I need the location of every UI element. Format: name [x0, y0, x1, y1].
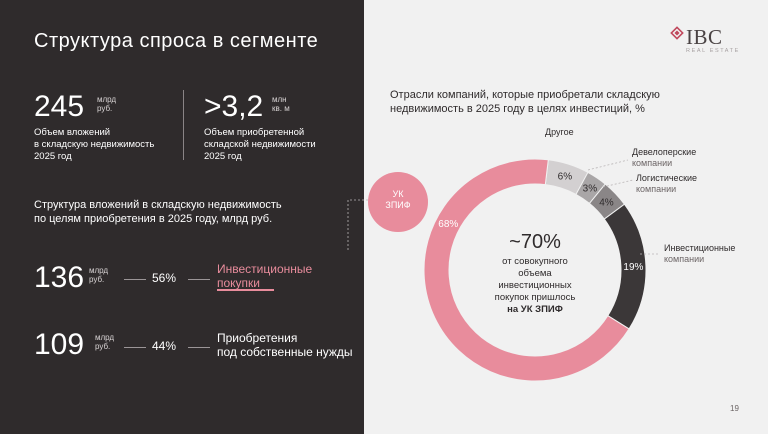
chart-title-line2: недвижимость в 2025 году в целях инвести…: [390, 103, 645, 115]
stat-investment-unit-line2: руб.: [97, 104, 113, 113]
slice-label-2: 4%: [599, 198, 614, 209]
uk-zpif-bubble-line1: УК: [392, 189, 404, 199]
stat-investment-unit-line1: млрд: [97, 95, 117, 104]
row-own-needs-unit: млрд руб.: [95, 333, 114, 351]
stat-area-caption: Объем приобретенной складской недвижимос…: [204, 127, 316, 163]
row-investment-pct: 56%: [152, 271, 177, 285]
stat-investment-value: 245: [34, 90, 85, 123]
leader-uk-zpif: [347, 199, 428, 250]
slice-label-3: 19%: [623, 262, 643, 273]
label-investment-line1: Инвестиционные: [664, 243, 736, 253]
row-investment-unit-line1: млрд: [89, 266, 109, 275]
row-own-needs-dash-2: [188, 347, 210, 348]
row-investment-dash-1: [124, 279, 146, 280]
row-own-needs-pct: 44%: [152, 339, 177, 353]
slice-labels: 6% 3%4% 19% 68%: [438, 172, 643, 273]
label-investment: Инвестиционные компании: [664, 243, 735, 265]
label-developers: Девелоперские компании: [632, 147, 696, 169]
page-title: Структура спроса в сегменте: [34, 30, 319, 52]
stat-area-value: >3,2: [204, 90, 264, 123]
logo-subtext: REAL ESTATE: [686, 48, 740, 54]
stat-investment-caption-line1: Объем вложений: [34, 127, 111, 138]
leader-lines: [347, 159, 660, 255]
label-other: Другое: [545, 127, 574, 137]
label-developers-line1: Девелоперские: [632, 147, 697, 157]
leader-logistics: [602, 179, 634, 188]
label-logistics-line2: компании: [636, 184, 677, 194]
label-logistics-line1: Логистические: [636, 173, 698, 183]
donut-slice-4: [423, 158, 630, 382]
center-share-caption: от совокупного объема инвестиционных пок…: [470, 256, 600, 304]
label-logistics: Логистические компании: [636, 173, 697, 195]
stat-area-caption-line2: складской недвижимости: [204, 139, 316, 150]
leader-developers: [587, 159, 629, 171]
center-share-bold: на УК ЗПИФ: [507, 304, 563, 315]
row-investment-value: 136: [34, 261, 85, 294]
stat-area-caption-line3: 2025 год: [204, 151, 242, 162]
slice-label-4: 68%: [438, 219, 458, 230]
row-investment-dash-2: [188, 279, 210, 280]
uk-zpif-bubble-line2: ЗПИФ: [385, 200, 411, 210]
structure-subtitle: Структура вложений в складскую недвижимо…: [34, 198, 334, 226]
stat-area-unit: млн кв. м: [272, 95, 290, 113]
logo-diamond-icon: [670, 26, 684, 40]
logo-text: IBC: [686, 25, 723, 49]
row-own-needs-label-line2: под собственные нужды: [217, 345, 353, 359]
center-caption-line2: объема: [518, 268, 552, 279]
row-own-needs-unit-line1: млрд: [95, 333, 115, 342]
chart-title: Отрасли компаний, которые приобретали ск…: [390, 88, 670, 116]
row-own-needs-label: Приобретения под собственные нужды: [217, 331, 353, 359]
row-own-needs-unit-line2: руб.: [95, 342, 111, 351]
row-investment-label-line2: покупки: [217, 276, 261, 290]
center-caption-line3: инвестиционных: [498, 280, 572, 291]
center-share-value: ~70%: [509, 231, 561, 253]
structure-subtitle-line2: по целям приобретения в 2025 году, млрд …: [34, 213, 273, 225]
stat-investment-caption: Объем вложений в складскую недвижимость …: [34, 127, 154, 163]
stats-divider: [183, 90, 184, 160]
row-own-needs-dash-1: [124, 347, 146, 348]
row-investment-label: Инвестиционные покупки: [217, 262, 312, 290]
row-investment-underline: [217, 289, 274, 291]
page-number: 19: [730, 404, 739, 413]
slice-label-0: 6%: [558, 172, 573, 183]
stat-investment-caption-line2: в складскую недвижимость: [34, 139, 155, 150]
chart-title-line1: Отрасли компаний, которые приобретали ск…: [390, 89, 660, 101]
stat-area-caption-line1: Объем приобретенной: [204, 127, 305, 138]
center-caption-line1: от совокупного: [502, 256, 568, 267]
center-caption-line4: покупок пришлось: [494, 292, 576, 303]
label-developers-line2: компании: [632, 158, 673, 168]
label-investment-line2: компании: [664, 254, 705, 264]
stat-area-unit-line1: млн: [272, 95, 287, 104]
slice-label-1: 3%: [583, 184, 598, 195]
structure-subtitle-line1: Структура вложений в складскую недвижимо…: [34, 199, 282, 211]
stat-area-unit-line2: кв. м: [272, 104, 290, 113]
row-own-needs-label-line1: Приобретения: [217, 331, 298, 345]
stat-investment-caption-line3: 2025 год: [34, 151, 72, 162]
row-investment-unit-line2: руб.: [89, 275, 105, 284]
row-own-needs-value: 109: [34, 328, 85, 361]
row-investment-label-line1: Инвестиционные: [217, 262, 313, 276]
donut-slices: [423, 158, 647, 382]
stat-investment-unit: млрд руб.: [97, 95, 116, 113]
row-investment-unit: млрд руб.: [89, 266, 108, 284]
uk-zpif-bubble: УК ЗПИФ: [368, 172, 428, 232]
left-panel: Структура спроса в сегменте 245 млрд руб…: [0, 0, 364, 434]
